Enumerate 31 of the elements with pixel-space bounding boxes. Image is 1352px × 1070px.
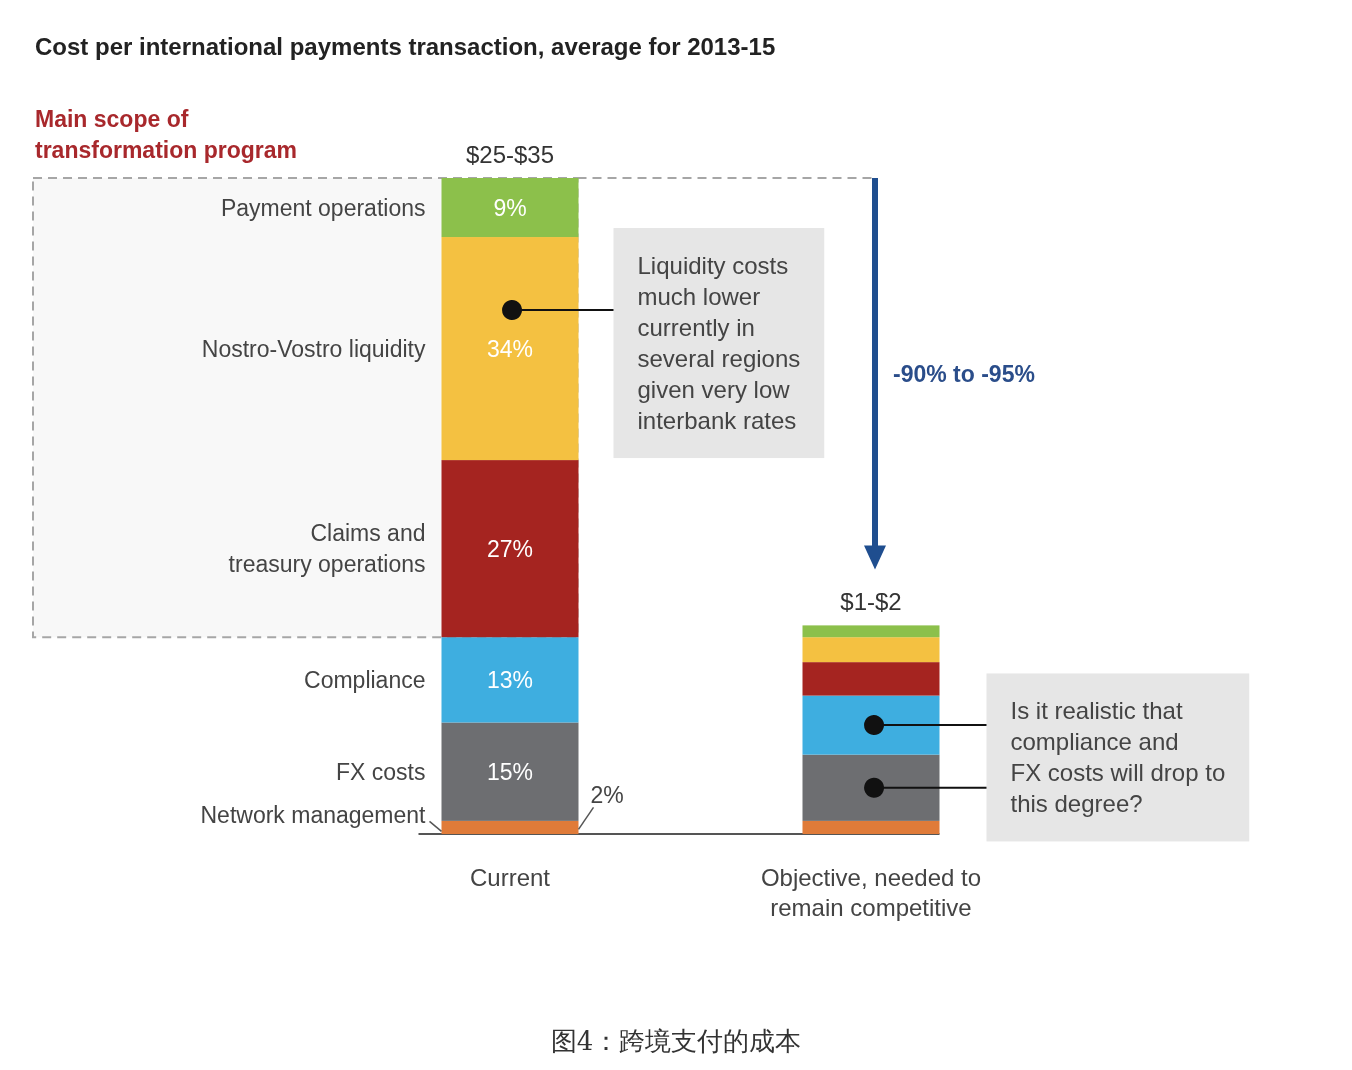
data-label: 13% <box>486 666 534 693</box>
series-label: Payment operations <box>220 194 426 221</box>
x-tick-label: Objective, needed to remain competitive <box>760 864 982 921</box>
annotation: Liquidity costs much lower currently in several regions given very low interbank rates <box>637 252 801 435</box>
bar <box>441 820 579 834</box>
bar <box>802 625 940 638</box>
series-label: Claims and treasury operations <box>228 520 426 578</box>
bar <box>802 637 940 663</box>
data-label: 2% <box>590 782 624 809</box>
x-tick-label: Current <box>469 864 551 891</box>
annotation: -90% to -95% <box>893 360 1035 387</box>
series-label: Compliance <box>304 666 426 693</box>
bar <box>441 637 579 723</box>
bar <box>441 460 579 638</box>
band-label: Main scope of transformation program <box>35 106 297 163</box>
bar <box>802 820 940 834</box>
chart-title: Cost per international payments transaction, average for 2013-15 <box>35 33 776 60</box>
total-label: $1-$2 <box>840 588 902 616</box>
text: Is it realistic that compliance and FX costs will drop to this degree? <box>1010 697 1226 818</box>
data-label: 34% <box>486 335 534 362</box>
total-label: $25-$35 <box>465 141 555 168</box>
data-label: 9% <box>493 194 527 221</box>
bar <box>802 662 940 696</box>
caption: 图4：跨境支付的成本 <box>550 1026 802 1056</box>
data-label: 27% <box>486 535 534 562</box>
bar <box>441 178 579 238</box>
bar <box>441 722 579 821</box>
series-label: Network management <box>200 802 427 829</box>
data-label: 15% <box>486 758 534 785</box>
series-label: FX costs <box>336 758 426 785</box>
series-label: Nostro-Vostro liquidity <box>201 335 426 362</box>
